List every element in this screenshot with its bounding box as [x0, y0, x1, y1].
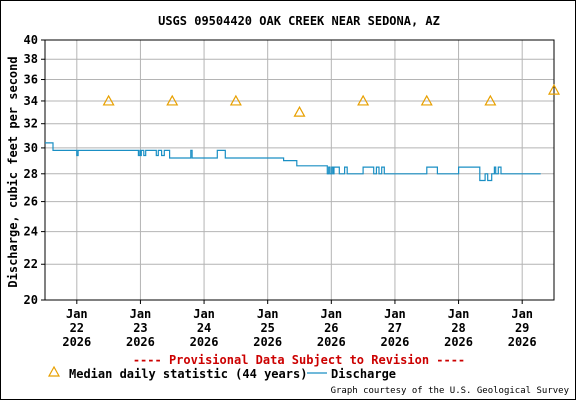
x-tick-year: 2026 — [508, 335, 537, 349]
x-tick-month: Jan — [320, 307, 342, 321]
median-daily-marker — [484, 94, 497, 106]
y-tick-label: 26 — [24, 195, 38, 209]
x-tick-day: 26 — [324, 321, 338, 335]
x-tick-year: 2026 — [444, 335, 473, 349]
x-tick-day: 24 — [197, 321, 211, 335]
x-tick-year: 2026 — [380, 335, 409, 349]
y-tick-label: 24 — [24, 225, 38, 239]
x-tick-month: Jan — [193, 307, 215, 321]
y-tick-label: 30 — [24, 141, 38, 155]
x-tick-year: 2026 — [190, 335, 219, 349]
x-tick-month: Jan — [384, 307, 406, 321]
x-tick-month: Jan — [257, 307, 279, 321]
provisional-notice: ---- Provisional Data Subject to Revisio… — [133, 353, 465, 367]
y-tick-label: 22 — [24, 257, 38, 271]
legend-discharge-label: Discharge — [331, 367, 396, 381]
y-tick-label: 28 — [24, 167, 38, 181]
x-tick-month: Jan — [66, 307, 88, 321]
x-tick-day: 29 — [515, 321, 529, 335]
legend-triangle-icon — [47, 365, 61, 377]
plot-area — [45, 40, 554, 300]
x-tick-month: Jan — [448, 307, 470, 321]
y-tick-label: 32 — [24, 117, 38, 131]
median-daily-marker — [293, 105, 306, 117]
y-tick-label: 34 — [24, 94, 38, 108]
x-tick-year: 2026 — [317, 335, 346, 349]
x-tick-day: 27 — [388, 321, 402, 335]
legend-median-label: Median daily statistic (44 years) — [69, 367, 307, 381]
median-daily-marker — [420, 94, 433, 106]
y-tick-label: 20 — [24, 293, 38, 307]
median-daily-marker — [102, 94, 115, 106]
chart-title: USGS 09504420 OAK CREEK NEAR SEDONA, AZ — [158, 14, 440, 28]
x-tick-month: Jan — [511, 307, 533, 321]
credit-text: Graph courtesy of the U.S. Geological Su… — [331, 386, 570, 396]
y-tick-label: 40 — [24, 33, 38, 47]
discharge-series-line — [45, 142, 541, 182]
x-tick-year: 2026 — [253, 335, 282, 349]
plot-border — [44, 39, 555, 301]
x-tick-year: 2026 — [126, 335, 155, 349]
x-tick-month: Jan — [130, 307, 152, 321]
median-daily-marker — [229, 94, 242, 106]
x-tick-day: 22 — [70, 321, 84, 335]
x-tick-day: 23 — [133, 321, 147, 335]
y-axis-label: Discharge, cubic feet per second — [6, 56, 20, 287]
median-daily-marker — [357, 94, 370, 106]
median-daily-marker — [547, 83, 561, 95]
x-tick-day: 25 — [260, 321, 274, 335]
x-tick-year: 2026 — [62, 335, 91, 349]
y-tick-label: 36 — [24, 73, 38, 87]
y-tick-label: 38 — [24, 52, 38, 66]
median-daily-marker — [166, 94, 179, 106]
x-tick-day: 28 — [451, 321, 465, 335]
